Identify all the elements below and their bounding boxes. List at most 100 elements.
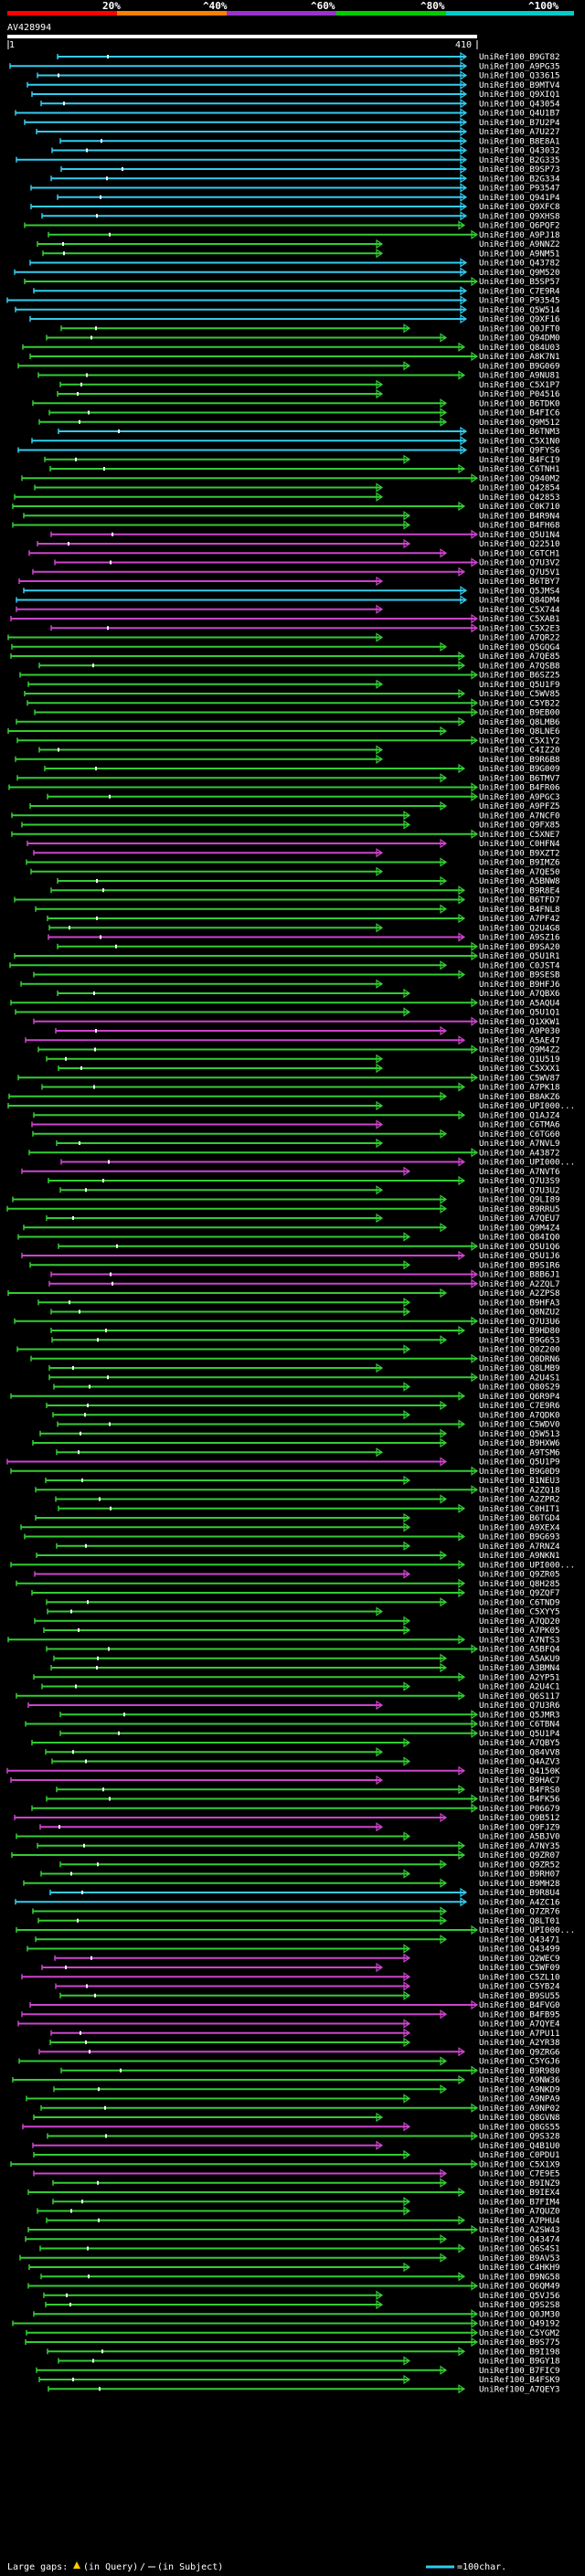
hit-accession-link[interactable]: UniRef100_UPI000...	[479, 1925, 575, 1935]
hit-row[interactable]: UniRef100_C5YGJ6	[18, 2056, 560, 2067]
hit-accession-link[interactable]: UniRef100_B4R9N4	[479, 511, 560, 521]
hit-row[interactable]: UniRef100_B9SA20	[57, 941, 560, 952]
hit-row[interactable]: UniRef100_Q5W514	[15, 304, 560, 315]
hit-row[interactable]: UniRef100_A9NU81	[37, 370, 560, 381]
hit-row[interactable]: UniRef100_Q5JMR3	[59, 1710, 560, 1720]
hit-accession-link[interactable]: UniRef100_Q43054	[479, 99, 560, 109]
hit-accession-link[interactable]: UniRef100_A7NVL9	[479, 1139, 560, 1149]
hit-accession-link[interactable]: UniRef100_B2G334	[479, 174, 560, 184]
hit-accession-link[interactable]: UniRef100_B9MH28	[479, 1879, 560, 1889]
hit-row[interactable]: UniRef100_Q5U1Q6	[58, 1241, 560, 1252]
hit-accession-link[interactable]: UniRef100_UPI000...	[479, 1158, 575, 1168]
hit-accession-link[interactable]: UniRef100_B4FK56	[479, 1795, 560, 1805]
hit-accession-link[interactable]: UniRef100_C4HKH9	[479, 2263, 560, 2273]
hit-row[interactable]: UniRef100_Q5U1J6	[21, 1250, 560, 1261]
hit-row[interactable]: UniRef100_B7FIM4	[52, 2197, 560, 2207]
hit-row[interactable]: UniRef100_Q5VJ56	[43, 2290, 560, 2301]
hit-row[interactable]: UniRef100_B9S775	[25, 2337, 560, 2348]
hit-row[interactable]: UniRef100_A7QDK0	[52, 1410, 560, 1420]
hit-accession-link[interactable]: UniRef100_C5X1Y2	[479, 736, 560, 746]
hit-row[interactable]: UniRef100_B9RH07	[40, 1869, 560, 1880]
hit-accession-link[interactable]: UniRef100_A9XEX4	[479, 1522, 560, 1532]
hit-accession-link[interactable]: UniRef100_B9IEX4	[479, 2188, 560, 2198]
hit-row[interactable]: UniRef100_Q8LT01	[37, 1915, 560, 1926]
hit-accession-link[interactable]: UniRef100_Q42854	[479, 483, 560, 493]
hit-row[interactable]: UniRef100_A9NPA9	[26, 2094, 560, 2104]
hit-accession-link[interactable]: UniRef100_A7QBX6	[479, 989, 560, 999]
hit-accession-link[interactable]: UniRef100_A5BFQ4	[479, 1645, 560, 1655]
hit-row[interactable]: UniRef100_C4HKH9	[28, 2262, 560, 2273]
hit-accession-link[interactable]: UniRef100_B9R8E4	[479, 885, 560, 896]
hit-accession-link[interactable]: UniRef100_A7QR22	[479, 633, 560, 643]
hit-row[interactable]: UniRef100_A9PGC3	[47, 791, 560, 802]
hit-row[interactable]: UniRef100_B9G069	[17, 361, 560, 371]
hit-accession-link[interactable]: UniRef100_A2ZPS8	[479, 1288, 560, 1299]
hit-row[interactable]: UniRef100_A4ZC16	[15, 1897, 560, 1907]
hit-accession-link[interactable]: UniRef100_C6TNH1	[479, 464, 560, 474]
hit-row[interactable]: UniRef100_C6TBN4	[25, 1719, 560, 1730]
hit-accession-link[interactable]: UniRef100_Q5U1R1	[479, 951, 560, 961]
hit-row[interactable]: UniRef100_A7PHU4	[46, 2215, 560, 2226]
hit-row[interactable]: UniRef100_A7NY35	[37, 1840, 560, 1851]
hit-accession-link[interactable]: UniRef100_A7NCF0	[479, 811, 560, 821]
hit-row[interactable]: UniRef100_A7QR22	[7, 632, 560, 643]
hit-accession-link[interactable]: UniRef100_C0HFN4	[479, 839, 560, 849]
hit-row[interactable]: UniRef100_Q8LNE6	[7, 726, 560, 737]
hit-row[interactable]: UniRef100_B9R980	[60, 2065, 560, 2076]
hit-row[interactable]: UniRef100_A5AE47	[25, 1035, 560, 1045]
hit-row[interactable]: UniRef100_B9G653	[51, 1335, 560, 1345]
hit-accession-link[interactable]: UniRef100_C6TG60	[479, 1129, 560, 1140]
hit-row[interactable]: UniRef100_A8K7N1	[29, 351, 560, 362]
hit-accession-link[interactable]: UniRef100_A7U227	[479, 127, 560, 137]
hit-row[interactable]: UniRef100_Q0JM30	[33, 2309, 560, 2319]
hit-row[interactable]: UniRef100_C5X2E3	[50, 623, 560, 633]
hit-accession-link[interactable]: UniRef100_P93545	[479, 296, 560, 306]
hit-accession-link[interactable]: UniRef100_B5SP57	[479, 277, 560, 287]
hit-accession-link[interactable]: UniRef100_Q9M4Z4	[479, 1223, 560, 1233]
hit-accession-link[interactable]: UniRef100_Q8H285	[479, 1579, 560, 1589]
hit-accession-link[interactable]: UniRef100_B9RH07	[479, 1870, 560, 1880]
hit-row[interactable]: UniRef100_Q9XIQ1	[31, 89, 560, 100]
hit-row[interactable]: UniRef100_Q5GQG4	[11, 641, 560, 652]
hit-row[interactable]: UniRef100_C5ZL10	[21, 1972, 560, 1982]
hit-accession-link[interactable]: UniRef100_A9NP02	[479, 2104, 560, 2114]
hit-row[interactable]: UniRef100_Q941P4	[57, 192, 560, 203]
hit-row[interactable]: UniRef100_Q8NZU2	[50, 1307, 560, 1318]
hit-row[interactable]: UniRef100_P93545	[6, 295, 560, 306]
hit-row[interactable]: UniRef100_Q5JMS4	[23, 586, 560, 596]
hit-accession-link[interactable]: UniRef100_B9SP73	[479, 164, 560, 175]
hit-row[interactable]: UniRef100_B9I198	[47, 2347, 560, 2357]
hit-accession-link[interactable]: UniRef100_Q1AJZ4	[479, 1110, 560, 1120]
hit-row[interactable]: UniRef100_Q43499	[27, 1944, 560, 1955]
hit-row[interactable]: UniRef100_Q2WEC9	[54, 1953, 560, 1964]
hit-row[interactable]: UniRef100_A43872	[28, 1148, 560, 1158]
hit-row[interactable]: UniRef100_C5X1X9	[10, 2159, 560, 2169]
hit-row[interactable]: UniRef100_C0JST4	[9, 960, 560, 970]
hit-accession-link[interactable]: UniRef100_Q0DRN6	[479, 1354, 560, 1364]
hit-accession-link[interactable]: UniRef100_Q9B512	[479, 1813, 560, 1823]
hit-accession-link[interactable]: UniRef100_A2U4C1	[479, 1682, 560, 1692]
hit-row[interactable]: UniRef100_B6TGD4	[35, 1512, 560, 1523]
hit-accession-link[interactable]: UniRef100_Q9M512	[479, 418, 560, 428]
hit-accession-link[interactable]: UniRef100_B4FCI9	[479, 455, 560, 465]
hit-row[interactable]: UniRef100_C5WF09	[41, 1962, 560, 1973]
hit-accession-link[interactable]: UniRef100_A9NM51	[479, 249, 560, 259]
hit-accession-link[interactable]: UniRef100_Q5U1N4	[479, 530, 560, 540]
hit-accession-link[interactable]: UniRef100_B9HXW6	[479, 1438, 560, 1448]
hit-accession-link[interactable]: UniRef100_B9S775	[479, 2337, 560, 2348]
hit-accession-link[interactable]: UniRef100_UPI000...	[479, 1101, 575, 1111]
hit-accession-link[interactable]: UniRef100_B7FIC9	[479, 2366, 560, 2376]
hit-accession-link[interactable]: UniRef100_Q84IQ0	[479, 1233, 560, 1243]
hit-accession-link[interactable]: UniRef100_Q7U3U6	[479, 1317, 560, 1327]
hit-accession-link[interactable]: UniRef100_A9PFZ5	[479, 801, 560, 811]
hit-accession-link[interactable]: UniRef100_B9G0D9	[479, 1467, 560, 1477]
hit-accession-link[interactable]: UniRef100_B6SZ25	[479, 671, 560, 681]
hit-row[interactable]: UniRef100_B9HXW6	[32, 1437, 560, 1448]
hit-accession-link[interactable]: UniRef100_B4FIC6	[479, 408, 560, 419]
hit-row[interactable]: UniRef100_A9NKD9	[53, 2084, 560, 2094]
hit-row[interactable]: UniRef100_UPI000...	[16, 1924, 575, 1935]
hit-accession-link[interactable]: UniRef100_Q5U1F9	[479, 680, 560, 690]
hit-row[interactable]: UniRef100_A9PFZ5	[29, 800, 560, 811]
hit-accession-link[interactable]: UniRef100_B9HAC7	[479, 1776, 560, 1786]
hit-row[interactable]: UniRef100_A2ZPR2	[55, 1494, 560, 1505]
